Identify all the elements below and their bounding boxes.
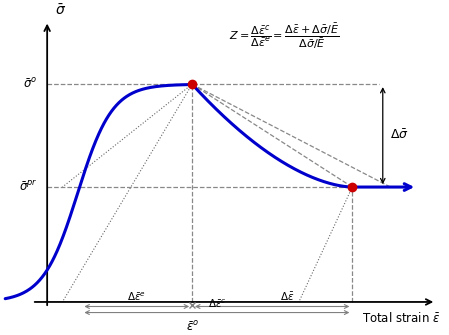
Text: Total strain $\bar{\varepsilon}$: Total strain $\bar{\varepsilon}$ bbox=[361, 311, 440, 325]
Text: $\Delta\bar{\varepsilon}^e$: $\Delta\bar{\varepsilon}^e$ bbox=[128, 291, 146, 304]
Text: $Z = \dfrac{\Delta\bar{\varepsilon}^c}{\Delta\bar{\varepsilon}^e}= \dfrac{\Delta: $Z = \dfrac{\Delta\bar{\varepsilon}^c}{\… bbox=[229, 21, 339, 51]
Text: $\Delta\bar{\sigma}$: $\Delta\bar{\sigma}$ bbox=[390, 129, 409, 142]
Text: $\bar{\sigma}^o$: $\bar{\sigma}^o$ bbox=[23, 77, 38, 91]
Text: $\Delta\bar{\varepsilon}^c$: $\Delta\bar{\varepsilon}^c$ bbox=[207, 297, 226, 310]
Text: $\bar{\varepsilon}^o$: $\bar{\varepsilon}^o$ bbox=[185, 320, 198, 334]
Text: $\Delta\bar{\varepsilon}$: $\Delta\bar{\varepsilon}$ bbox=[280, 291, 295, 304]
Text: $\bar{\sigma}$: $\bar{\sigma}$ bbox=[55, 3, 66, 18]
Text: $\bar{\sigma}^{pr}$: $\bar{\sigma}^{pr}$ bbox=[19, 180, 38, 194]
